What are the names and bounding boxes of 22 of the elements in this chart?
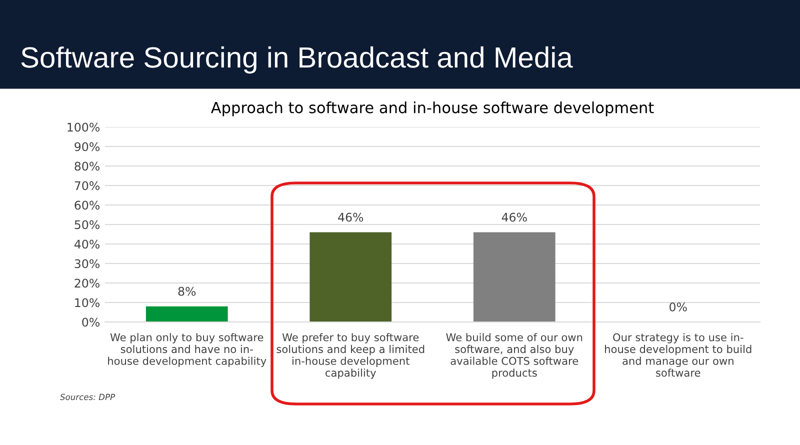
data-label: 8% [178, 286, 196, 296]
x-tick-label: We build some of our own software, and also buy available COTS software products [446, 333, 582, 379]
y-tick-label: 90% [74, 142, 100, 152]
y-tick-label: 40% [74, 240, 100, 249]
x-tick-label: We prefer to buy software solutions and keep a limited in-house development capability [276, 333, 424, 379]
x-tick-label: Our strategy is to use in- house development to build and manage our own software [605, 333, 752, 377]
chart-title: Software Sourcing in Broadcast and Media [21, 46, 573, 74]
data-label: 46% [338, 212, 364, 222]
y-tick-label: 0% [82, 318, 100, 327]
y-tick-label: 80% [74, 162, 100, 171]
data-label: 46% [502, 212, 527, 222]
y-tick-label: 50% [74, 220, 100, 230]
y-tick-label: 100% [68, 122, 100, 132]
data-label: 0% [670, 302, 687, 312]
source-note: Sources: DPP [60, 394, 116, 400]
y-tick-label: 10% [75, 298, 100, 308]
y-tick-label: 30% [74, 259, 100, 268]
y-tick-label: 20% [74, 278, 100, 288]
x-tick-label: We plan only to buy software solutions and have no in- house development capability [108, 333, 266, 367]
y-tick-label: 60% [74, 200, 100, 210]
chart-subtitle: Approach to software and in-house software development [210, 102, 654, 116]
y-tick-label: 70% [74, 181, 100, 190]
